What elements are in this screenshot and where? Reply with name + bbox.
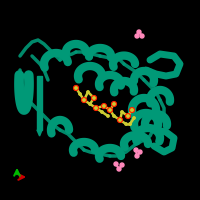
Circle shape [112, 102, 116, 106]
Circle shape [95, 107, 97, 109]
Circle shape [83, 99, 85, 101]
Circle shape [119, 119, 121, 121]
Circle shape [120, 163, 124, 167]
Circle shape [138, 150, 142, 154]
Circle shape [125, 123, 127, 125]
Circle shape [109, 109, 111, 111]
Circle shape [74, 86, 78, 90]
Circle shape [82, 98, 86, 102]
Circle shape [121, 111, 123, 113]
Circle shape [89, 103, 91, 105]
Circle shape [79, 93, 81, 95]
Circle shape [135, 34, 139, 38]
Circle shape [140, 34, 144, 38]
Circle shape [107, 115, 109, 117]
Circle shape [134, 148, 138, 152]
Polygon shape [37, 76, 42, 130]
Circle shape [135, 154, 139, 158]
Circle shape [118, 118, 122, 122]
Circle shape [114, 162, 118, 166]
Circle shape [93, 97, 95, 99]
Circle shape [108, 108, 112, 112]
Circle shape [103, 105, 105, 107]
Circle shape [102, 104, 106, 108]
Circle shape [129, 123, 131, 125]
Circle shape [137, 30, 141, 34]
Circle shape [94, 106, 98, 110]
Circle shape [87, 91, 89, 93]
Circle shape [101, 111, 103, 113]
Circle shape [131, 109, 133, 111]
Circle shape [92, 96, 96, 100]
Circle shape [113, 103, 115, 105]
Polygon shape [37, 130, 42, 136]
Circle shape [130, 108, 134, 112]
Circle shape [113, 115, 115, 117]
Circle shape [126, 114, 130, 118]
Circle shape [75, 87, 77, 89]
Circle shape [117, 167, 121, 171]
Circle shape [127, 115, 129, 117]
Circle shape [133, 117, 135, 119]
